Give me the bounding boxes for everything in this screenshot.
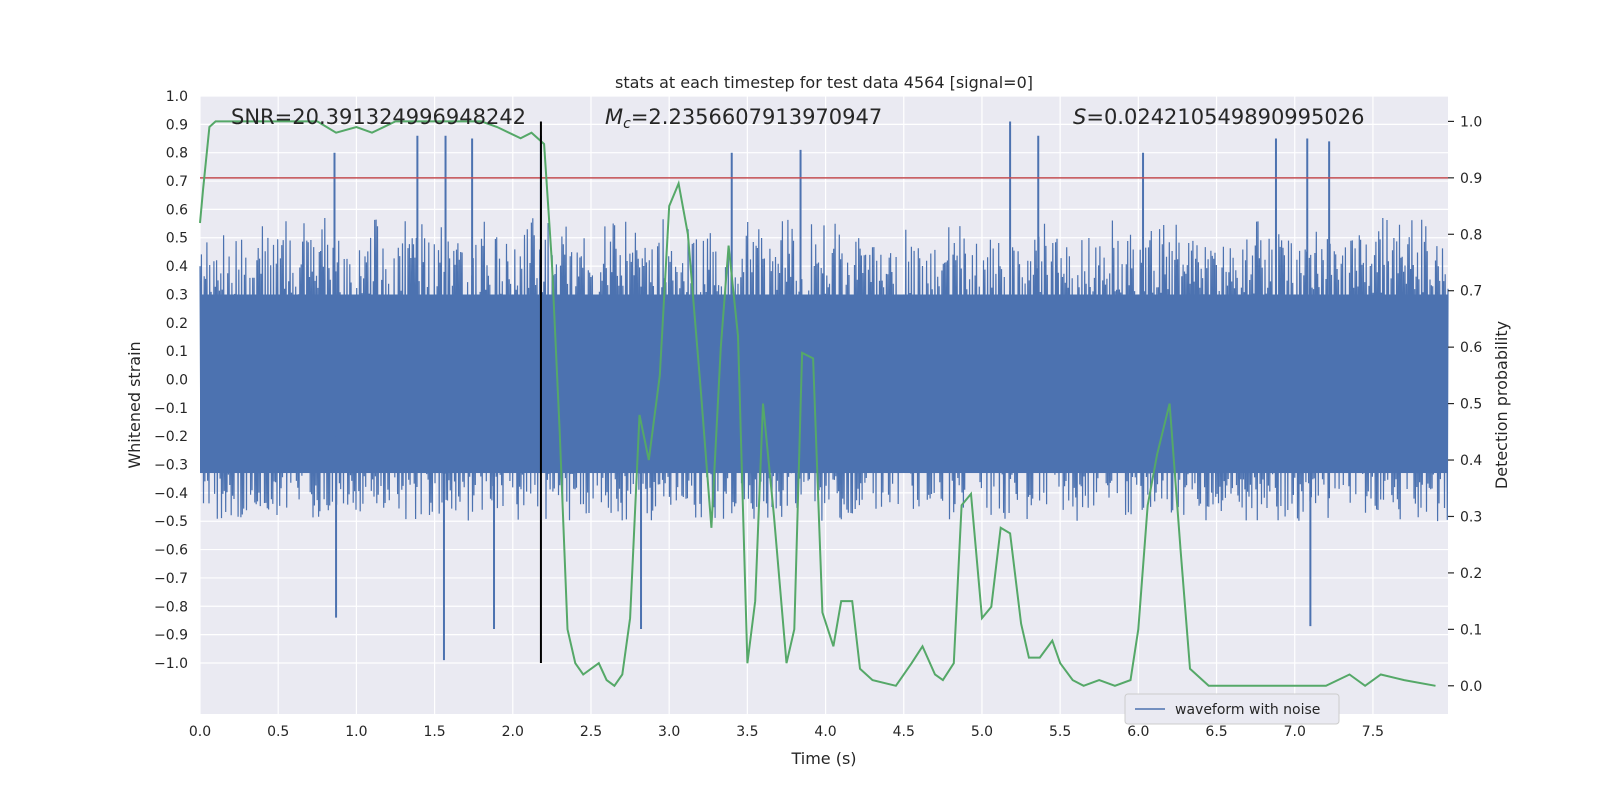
y-axis-ticks: 1.0 0.9 0.8 0.7 0.6 0.5 0.4 0.3 0.2 0.1 0.0 −0.1 −0.… bbox=[154, 89, 188, 672]
y-tick-label: −0.7 bbox=[154, 571, 188, 587]
x-axis-label: Time (s) bbox=[790, 749, 856, 768]
x-tick-label: 0.0 bbox=[189, 724, 211, 740]
x-axis-ticks: 0.0 0.5 1.0 1.5 2.0 2.5 3.0 3.5 4.0 4.5 5.0 5.5 6.0 6… bbox=[189, 724, 1384, 740]
x-tick-label: 6.0 bbox=[1127, 724, 1149, 740]
y-tick-label: −0.8 bbox=[154, 599, 188, 615]
y-axis-label: Whitened strain bbox=[125, 341, 144, 468]
y-tick-label: 0.5 bbox=[166, 231, 188, 247]
y-tick-label: −0.5 bbox=[154, 514, 188, 530]
x-tick-label: 6.5 bbox=[1205, 724, 1227, 740]
y-right-tick-label: 1.0 bbox=[1460, 114, 1482, 130]
y-tick-label: 0.6 bbox=[166, 202, 188, 218]
s-symbol: S bbox=[1073, 105, 1086, 129]
x-tick-label: 0.5 bbox=[267, 724, 289, 740]
probability-series bbox=[199, 120, 1436, 688]
legend-label: waveform with noise bbox=[1175, 702, 1320, 718]
x-tick-label: 2.5 bbox=[580, 724, 602, 740]
s-annotation: S=0.024210549890995026 bbox=[1073, 105, 1364, 129]
legend-box bbox=[1124, 693, 1340, 725]
x-tick-label: 7.0 bbox=[1284, 724, 1306, 740]
y-tick-label: −0.1 bbox=[154, 401, 188, 417]
x-tick-label: 5.5 bbox=[1049, 724, 1071, 740]
y-tick-label: 0.7 bbox=[166, 174, 188, 190]
legend: waveform with noise bbox=[1124, 693, 1340, 725]
y-right-tick-label: 0.0 bbox=[1460, 679, 1482, 695]
y-right-tick-label: 0.9 bbox=[1460, 171, 1482, 187]
y-tick-label: −0.9 bbox=[154, 628, 188, 644]
y-tick-label: 0.4 bbox=[166, 259, 188, 275]
y-right-tick-label: 0.7 bbox=[1460, 284, 1482, 300]
y-right-axis-label: Detection probability bbox=[1492, 321, 1511, 489]
y-tick-label: 0.1 bbox=[166, 344, 188, 360]
y-tick-label: 0.0 bbox=[166, 372, 188, 388]
s-value: =0.024210549890995026 bbox=[1086, 105, 1364, 129]
x-tick-label: 1.0 bbox=[345, 724, 367, 740]
x-tick-label: 3.0 bbox=[658, 724, 680, 740]
y-right-tick-label: 0.3 bbox=[1460, 509, 1482, 525]
y-right-tick-label: 0.6 bbox=[1460, 340, 1482, 356]
x-tick-label: 4.0 bbox=[814, 724, 836, 740]
chart-title: stats at each timestep for test data 456… bbox=[615, 73, 1033, 92]
waveform-core-band bbox=[200, 294, 1448, 474]
waveform-series bbox=[199, 121, 1449, 661]
x-tick-label: 7.5 bbox=[1362, 724, 1384, 740]
y-right-tick-label: 0.2 bbox=[1460, 566, 1482, 582]
y-right-axis-ticks: 1.0 0.9 0.8 0.7 0.6 0.5 0.4 0.3 0.2 0.1 0.0 bbox=[1448, 114, 1482, 695]
y-tick-label: 0.9 bbox=[166, 117, 188, 133]
y-tick-label: −1.0 bbox=[154, 656, 188, 672]
x-tick-label: 2.0 bbox=[502, 724, 524, 740]
x-tick-label: 5.0 bbox=[971, 724, 993, 740]
y-tick-label: −0.3 bbox=[154, 458, 188, 474]
snr-annotation: SNR=20.391324996948242 bbox=[231, 105, 526, 129]
x-tick-label: 4.5 bbox=[893, 724, 915, 740]
probability-line bbox=[199, 120, 1436, 688]
y-tick-label: −0.2 bbox=[154, 429, 188, 445]
y-tick-label: −0.4 bbox=[154, 486, 188, 502]
y-tick-label: −0.6 bbox=[154, 543, 188, 559]
chirp-mass-annotation: Mc=2.2356607913970947 bbox=[605, 105, 882, 132]
y-tick-label: 0.2 bbox=[166, 316, 188, 332]
chirp-mass-subscript: c bbox=[623, 116, 631, 132]
y-tick-label: 0.3 bbox=[166, 287, 188, 303]
y-right-tick-label: 0.1 bbox=[1460, 622, 1482, 638]
chirp-mass-value: =2.2356607913970947 bbox=[631, 105, 882, 129]
y-right-tick-label: 0.8 bbox=[1460, 227, 1482, 243]
y-tick-label: 0.8 bbox=[166, 146, 188, 162]
x-tick-label: 3.5 bbox=[736, 724, 758, 740]
y-tick-label: 1.0 bbox=[166, 89, 188, 105]
chirp-mass-symbol: M bbox=[605, 105, 623, 129]
x-tick-label: 1.5 bbox=[423, 724, 445, 740]
y-right-tick-label: 0.5 bbox=[1460, 397, 1482, 413]
y-right-tick-label: 0.4 bbox=[1460, 453, 1482, 469]
